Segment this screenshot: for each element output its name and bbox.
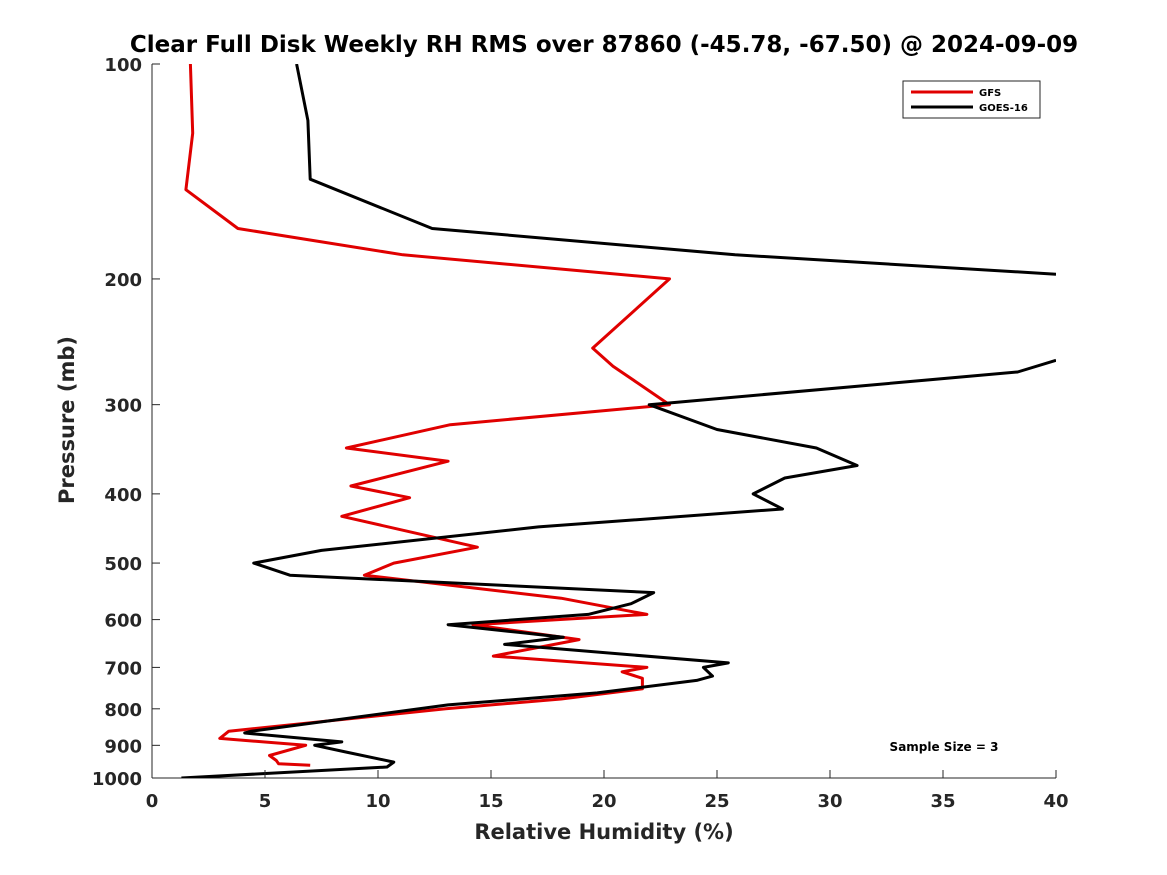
y-tick-label: 600 — [104, 611, 142, 632]
legend-box — [902, 80, 1041, 119]
x-tick-label: 35 — [930, 791, 955, 812]
y-tick-label: 200 — [104, 270, 142, 291]
y-axis-label: Pressure (mb) — [55, 336, 79, 504]
legend-label-goes-16: GOES-16 — [979, 103, 1028, 114]
chart-title: Clear Full Disk Weekly RH RMS over 87860… — [130, 32, 1078, 58]
series-line-gfs — [184, 64, 671, 767]
x-tick-label: 10 — [365, 791, 390, 812]
legend: GFS GOES-16 — [902, 80, 1041, 119]
x-axis: 0 5 10 15 20 25 30 35 40 — [146, 770, 1069, 812]
x-tick-label: 30 — [817, 791, 842, 812]
y-tick-label: 300 — [104, 396, 142, 417]
y-tick-label: 700 — [104, 658, 142, 679]
x-tick-label: 20 — [591, 791, 616, 812]
y-tick-label: 400 — [104, 485, 142, 506]
y-tick-label: 1000 — [92, 769, 142, 790]
x-tick-label: 5 — [259, 791, 272, 812]
y-tick-label: 800 — [104, 700, 142, 721]
sample-size-annotation: Sample Size = 3 — [890, 740, 999, 754]
y-axis: 100 200 300 400 500 600 700 800 900 1000 — [92, 55, 160, 790]
legend-label-gfs: GFS — [979, 88, 1001, 99]
x-tick-label: 15 — [478, 791, 503, 812]
y-tick-label: 100 — [104, 55, 142, 76]
y-tick-label: 900 — [104, 736, 142, 757]
x-axis-label: Relative Humidity (%) — [474, 820, 733, 844]
y-tick-label: 500 — [104, 554, 142, 575]
series-line-goes-16 — [181, 64, 1056, 778]
plot-area — [151, 64, 1056, 779]
x-tick-label: 40 — [1043, 791, 1068, 812]
series-layer — [181, 64, 1056, 778]
x-tick-label: 25 — [704, 791, 729, 812]
x-tick-label: 0 — [146, 791, 159, 812]
